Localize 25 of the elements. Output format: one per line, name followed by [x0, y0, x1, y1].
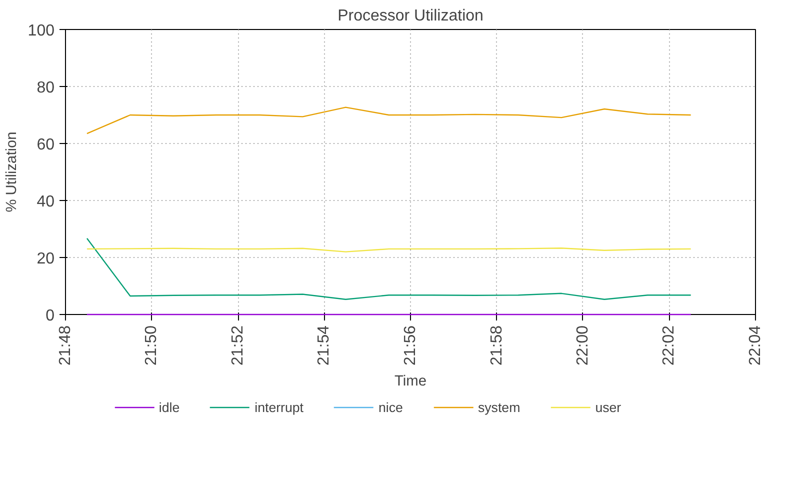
y-tick-label: 60: [36, 136, 55, 154]
x-tick-label: 21:56: [402, 325, 419, 366]
x-tick-label: 22:00: [574, 325, 592, 366]
y-tick-label: 80: [36, 80, 55, 96]
legend-label: nice: [378, 400, 403, 414]
y-tick-label: 40: [36, 194, 55, 210]
y-tick-label: 100: [28, 22, 55, 40]
y-axis-title: % Utilization: [4, 132, 20, 212]
line-series: [86, 106, 692, 134]
x-tick-label: 21:48: [57, 325, 74, 366]
legend-label: idle: [158, 400, 180, 414]
legend-label: system: [478, 400, 520, 414]
legend-label: interrupt: [254, 400, 304, 414]
y-tick-label: 20: [36, 250, 55, 268]
x-tick-label: 22:04: [747, 325, 764, 366]
x-tick-label: 21:52: [230, 325, 247, 366]
x-tick-label: 21:58: [488, 325, 506, 366]
x-axis-title: Time: [394, 374, 427, 390]
legend-label: user: [595, 400, 622, 414]
line-series: [86, 238, 692, 300]
x-tick-label: 21:50: [143, 325, 160, 366]
x-tick-label: 21:54: [316, 325, 333, 366]
chart-title: Processor Utilization: [338, 8, 484, 24]
y-tick-label: 0: [46, 308, 55, 324]
x-tick-label: 22:02: [660, 325, 678, 366]
